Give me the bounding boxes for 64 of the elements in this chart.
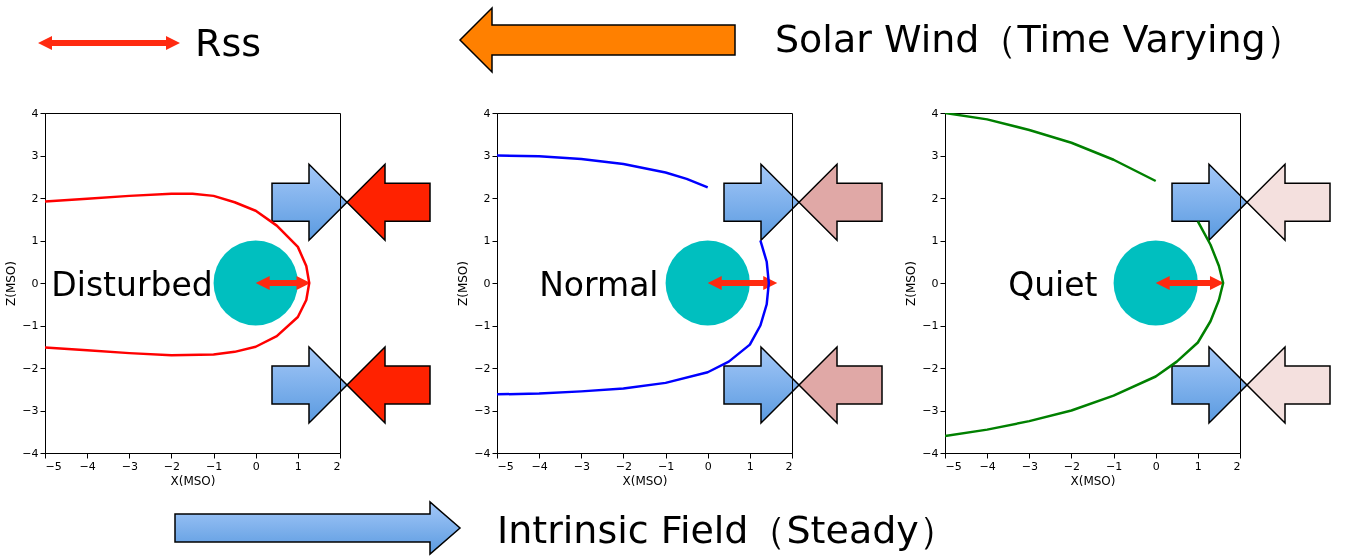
y-tick-label: 3 xyxy=(931,149,939,162)
x-tick-label: 2 xyxy=(333,459,341,473)
x-axis-title: X(MSO) xyxy=(1070,473,1116,488)
x-tick-label: −2 xyxy=(1063,459,1081,473)
y-tick-label: −4 xyxy=(22,446,39,460)
annotation: Quiet xyxy=(1008,265,1098,304)
y-tick-label: 4 xyxy=(931,106,939,120)
y-tick-label: −2 xyxy=(22,361,39,375)
y-tick-label: −3 xyxy=(922,404,939,417)
text: Intrinsic Field（Steady） xyxy=(497,508,957,552)
y-tick-label: 3 xyxy=(31,149,39,162)
x-tick-label: −3 xyxy=(121,459,138,473)
x-tick-label: −1 xyxy=(1105,459,1123,473)
y-tick-label: 2 xyxy=(931,191,939,205)
y-tick-label: −3 xyxy=(22,404,39,417)
text: Rss xyxy=(195,21,261,65)
x-tick-label: 2 xyxy=(1233,459,1241,473)
x-tick-label: −4 xyxy=(79,459,96,473)
y-axis-title: Z(MSO) xyxy=(904,261,919,306)
x-tick-label: 1 xyxy=(746,459,754,473)
y-tick-label: 1 xyxy=(31,234,39,247)
y-tick-label: 0 xyxy=(31,276,39,290)
y-tick-label: −2 xyxy=(922,361,939,375)
y-tick-label: 4 xyxy=(483,106,491,120)
x-tick-label: 0 xyxy=(704,459,712,473)
x-tick-label: −2 xyxy=(615,459,633,473)
x-tick-label: −1 xyxy=(205,459,223,473)
y-tick-label: 2 xyxy=(31,191,39,205)
y-tick-label: 1 xyxy=(483,234,491,247)
y-tick-label: −1 xyxy=(474,319,491,332)
y-tick-label: 0 xyxy=(931,276,939,290)
x-tick-label: 1 xyxy=(294,459,302,473)
y-tick-label: −1 xyxy=(22,319,39,332)
y-tick-label: 1 xyxy=(931,234,939,247)
x-tick-label: 1 xyxy=(1194,459,1202,473)
y-tick-label: −4 xyxy=(474,446,491,460)
annotation: Disturbed xyxy=(51,265,213,304)
x-axis-title: X(MSO) xyxy=(170,473,216,488)
y-axis-title: Z(MSO) xyxy=(456,261,471,306)
x-tick-label: −4 xyxy=(531,459,548,473)
y-axis-title: Z(MSO) xyxy=(4,261,19,306)
y-tick-label: −2 xyxy=(474,361,491,375)
y-tick-label: 3 xyxy=(483,149,491,162)
y-tick-label: −3 xyxy=(474,404,491,417)
y-tick-label: −1 xyxy=(922,319,939,332)
x-axis-title: X(MSO) xyxy=(622,473,668,488)
x-tick-label: 0 xyxy=(252,459,260,473)
y-tick-label: −4 xyxy=(922,446,939,460)
x-tick-label: −5 xyxy=(45,459,62,473)
x-tick-label: −3 xyxy=(1021,459,1038,473)
x-tick-label: 0 xyxy=(1152,459,1160,473)
x-tick-label: −4 xyxy=(979,459,996,473)
x-tick-label: −5 xyxy=(497,459,514,473)
x-tick-label: −1 xyxy=(657,459,675,473)
y-tick-label: 4 xyxy=(31,106,39,120)
y-tick-label: 0 xyxy=(483,276,491,290)
x-tick-label: 2 xyxy=(785,459,793,473)
annotation: Normal xyxy=(539,265,659,304)
text: Solar Wind（Time Varying） xyxy=(775,17,1304,61)
x-tick-label: −3 xyxy=(573,459,590,473)
x-tick-label: −5 xyxy=(945,459,962,473)
line-series xyxy=(45,192,311,357)
y-tick-label: 2 xyxy=(483,191,491,205)
x-tick-label: −2 xyxy=(163,459,181,473)
